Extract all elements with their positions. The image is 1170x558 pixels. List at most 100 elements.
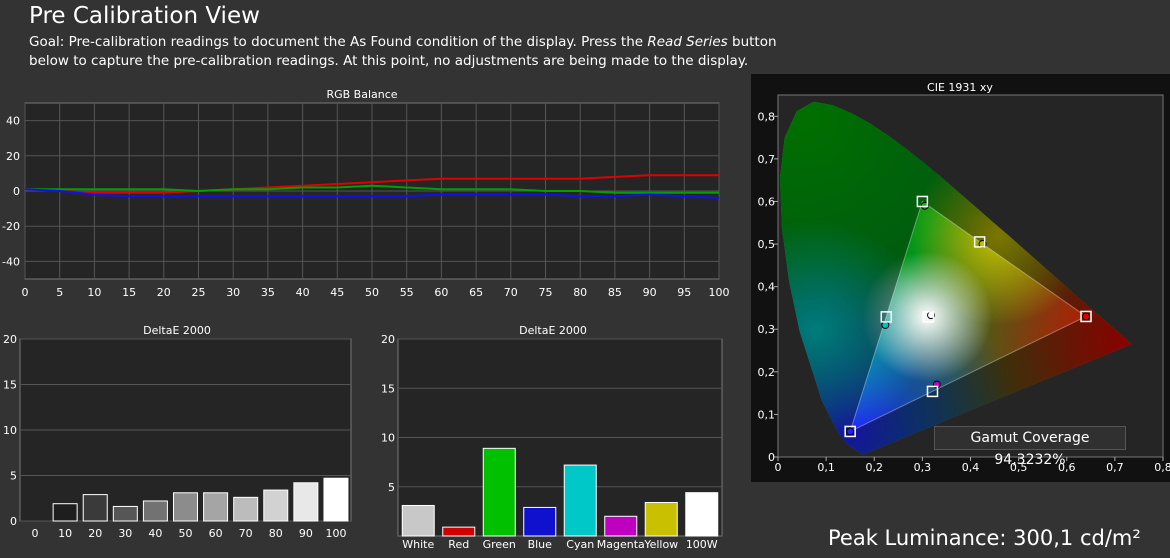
goal-prefix: Goal: Pre-calibration readings to docume…: [29, 34, 648, 50]
rgb-xtick-label: 100: [709, 286, 730, 299]
rgb-xtick-label: 90: [643, 286, 657, 299]
cie-xtick-label: 0,3: [914, 461, 932, 474]
cie-xtick-label: 0,2: [866, 461, 884, 474]
deltae-color-bar: [644, 502, 678, 537]
rgb-xtick-label: 65: [469, 286, 483, 299]
deltae-gray-ytick-label: 15: [3, 379, 17, 392]
rgb-xtick-label: 25: [192, 286, 206, 299]
cie-chart-title: CIE 1931 xy: [927, 81, 993, 94]
rgb-xtick-label: 95: [677, 286, 691, 299]
cie-plot-area: [777, 94, 1164, 458]
deltae-gray-category-label: 50: [179, 527, 193, 540]
deltae-color-bar: [523, 506, 557, 537]
cie-ytick-label: 0,4: [758, 281, 776, 294]
deltae-color-bar: [604, 515, 638, 537]
cie-xtick-label: 0,7: [1106, 461, 1124, 474]
cie-target-blue: [844, 425, 856, 438]
deltae-color-ytick-label: 5: [388, 481, 395, 494]
page-title: Pre Calibration View: [29, 3, 260, 29]
rgb-ytick-label: 40: [6, 115, 20, 128]
read-series-name: Read Series: [647, 34, 728, 50]
rgb-xtick-label: 70: [504, 286, 518, 299]
cie-ytick-label: 0,2: [758, 366, 776, 379]
deltae-color-ytick-label: 10: [381, 432, 395, 445]
deltae-gray-ytick-label: 20: [3, 333, 17, 346]
cie-target-white: [922, 311, 935, 323]
deltae-color-category-label: 100W: [686, 538, 718, 551]
rgb-ytick-label: -20: [2, 220, 20, 233]
rgb-xtick-label: 60: [434, 286, 448, 299]
deltae-gray-category-label: 20: [88, 527, 102, 540]
cie-outside-gamut-shade: [779, 101, 1132, 455]
deltae-color-bar: [563, 464, 597, 537]
rgb-xtick-label: 15: [122, 286, 136, 299]
rgb-series-line-1: [25, 184, 719, 194]
goal-text: Goal: Pre-calibration readings to docume…: [29, 33, 809, 71]
cie-ytick-label: 0,7: [758, 153, 776, 166]
rgb-xtick-label: 80: [573, 286, 587, 299]
cie-measured-yellow: [978, 240, 987, 249]
rgb-ytick-label: -40: [2, 255, 20, 268]
rgb-xtick-label: 10: [87, 286, 101, 299]
rgb-chart-title: RGB Balance: [326, 88, 397, 101]
rgb-xtick-label: 40: [296, 286, 310, 299]
deltae-gray-bar: [323, 477, 349, 522]
deltae-gray-bar: [233, 496, 259, 522]
deltae-color-bar: [401, 504, 435, 537]
deltae-color-ytick-label: 20: [381, 333, 395, 346]
rgb-ytick-label: 0: [13, 185, 20, 198]
deltae-color-category-label: Magenta: [597, 538, 645, 551]
rgb-xtick-label: 85: [608, 286, 622, 299]
rgb-xtick-label: 50: [365, 286, 379, 299]
cie-measured-white: [927, 311, 936, 320]
deltae-gray-category-label: 80: [269, 527, 283, 540]
rgb-xtick-label: 35: [261, 286, 275, 299]
cie-frame: [751, 74, 1170, 482]
cie-measured-cyan: [881, 320, 890, 329]
deltae-gray-bar: [173, 492, 198, 522]
deltae-gray-category-label: 10: [58, 527, 72, 540]
deltae-gray-category-label: 100: [325, 527, 346, 540]
cie-ytick-label: 0,8: [758, 110, 776, 123]
deltae-color-category-label: Blue: [528, 538, 553, 551]
rgb-xtick-label: 55: [400, 286, 414, 299]
gamut-coverage-label: Gamut Coverage 94,3232%: [934, 426, 1126, 468]
cie-measured-blue: [846, 427, 855, 436]
deltae-gray-title: DeltaE 2000: [143, 324, 211, 337]
deltae-color-bar: [442, 526, 476, 537]
cie-measured-green: [920, 201, 929, 210]
cie-ytick-label: 0,6: [758, 195, 776, 208]
deltae-gray-bar: [263, 489, 289, 522]
deltae-color-category-label: Red: [448, 538, 469, 551]
cie-measured-magenta: [932, 380, 941, 389]
cie-locus-fill: [779, 101, 1132, 455]
rgb-series-line-0: [24, 174, 719, 194]
cie-target-yellow: [973, 236, 986, 248]
peak-luminance-label: Peak Luminance: 300,1 cd/m²: [828, 526, 1141, 550]
cie-xtick-label: 0,1: [817, 461, 835, 474]
cie-xtick-label: 0,8: [1154, 461, 1170, 474]
rgb-plot-area: [24, 102, 720, 280]
deltae-gray-ytick-label: 10: [3, 424, 17, 437]
cie-measured-red: [1082, 312, 1090, 321]
cie-ytick-label: 0,5: [758, 238, 776, 251]
deltae-color-title: DeltaE 2000: [519, 324, 587, 337]
deltae-gray-bar: [82, 494, 108, 522]
deltae-gray-bar: [112, 505, 138, 522]
cie-target-cyan: [880, 311, 893, 323]
cie-gamut-triangle: [849, 200, 1087, 433]
deltae-gray-ytick-label: 0: [10, 515, 17, 528]
deltae-color-category-label: Cyan: [566, 538, 594, 551]
cie-target-green: [916, 195, 929, 208]
rgb-xtick-label: 75: [539, 286, 553, 299]
deltae-color-category-label: White: [402, 538, 434, 551]
rgb-xtick-label: 30: [226, 286, 240, 299]
deltae-gray-category-label: 0: [32, 527, 39, 540]
goal-suffix: button below to capture the pre-calibrat…: [29, 34, 777, 69]
deltae-gray-category-label: 90: [299, 527, 313, 540]
cie-target-red: [1080, 310, 1092, 323]
cie-xtick-label: 0,4: [962, 461, 980, 474]
